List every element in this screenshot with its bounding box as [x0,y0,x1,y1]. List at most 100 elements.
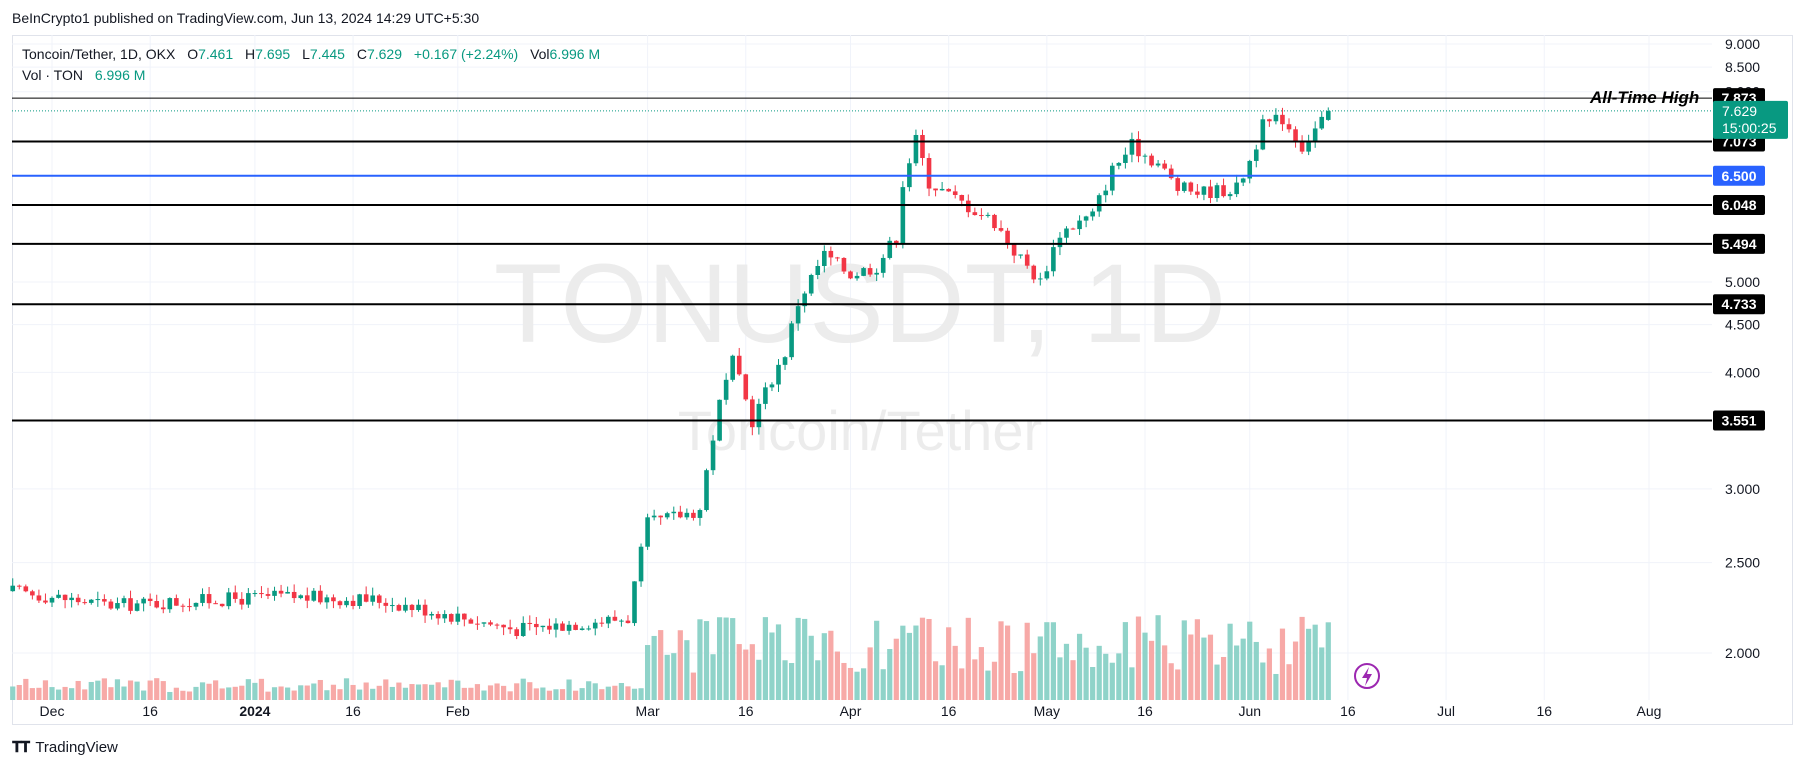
volume-bar [546,690,553,700]
candle-body [10,585,16,592]
volume-bar [154,678,160,700]
candle-body [82,602,88,604]
volume-bar [343,678,350,700]
volume-bar [1286,664,1292,700]
level-price-tag [1713,194,1765,215]
candle-body [678,511,683,518]
volume-bar [1063,643,1070,700]
candle-body [62,594,68,601]
volume-bar [62,686,68,700]
volume-bar [769,632,775,700]
grid [12,35,1712,700]
candle-body [1201,186,1207,195]
footer-brand[interactable]: TradingView [35,739,118,756]
candle-body [769,384,775,388]
volume-bar [88,681,94,700]
candle-body [49,597,55,603]
volume-bar [874,620,880,700]
volume-bar [1214,664,1220,700]
chart-frame[interactable] [12,35,1793,725]
x-tick-label: Jun [1238,703,1261,719]
volume-bar [239,685,245,700]
volume-bar [324,690,330,700]
candle-body [645,517,650,547]
volume-bar [644,645,651,700]
volume-bar [474,684,481,700]
candle-body [95,599,101,601]
volume-bar [330,684,337,700]
volume-bar [775,624,782,700]
candle-body [586,628,591,630]
candle-body [664,513,670,518]
candle-body [1162,163,1167,169]
time-axis: Dec 16 2024 16 Feb Mar 16 Apr 16 May 16 Jun 16 Jul 16 A… [40,703,1662,719]
volume-bar [507,691,513,700]
volume-bar [101,678,107,700]
candle-body [252,593,258,595]
candle-body [1293,129,1298,141]
volume-bar [16,684,22,700]
candle-body [736,355,742,375]
y-tick-label: 5.000 [1725,274,1760,290]
tradingview-logo-icon[interactable]: 𝐓𝐓 [12,739,30,756]
candle-body [671,511,677,514]
level-price-tag [1713,165,1765,186]
legend-change: +0.167 (+2.24%) [413,46,519,62]
candle-body [1325,110,1331,120]
volume-bar [553,689,559,700]
candle-body [246,593,251,605]
candle-body [808,274,814,294]
x-tick-label: Apr [840,703,862,719]
candle-body [422,604,428,616]
volume-bar [1299,616,1305,700]
candle-body [1051,247,1056,272]
volume-bar [1220,656,1227,700]
candle-body [782,357,788,365]
volume-bar [173,687,179,700]
candle-body [337,601,343,606]
volume-bar [337,689,343,700]
volume-bar [978,647,984,700]
last-price-label: 7.629 [1722,103,1757,119]
volume-bar [1279,628,1286,700]
volume-bar [952,645,958,700]
candle-body [835,257,840,259]
volume-bar [108,687,114,700]
candle-body [219,603,225,607]
volume-bar [383,679,389,700]
volume-bar [599,689,605,700]
volume-bar [638,688,644,700]
volume-bar [298,685,304,700]
volume-bar [1070,660,1076,700]
volume-bar [1253,641,1259,700]
candle-body [1037,278,1043,280]
volume-bar [913,625,919,700]
candle-body [815,265,821,275]
candle-body [534,623,539,628]
level-price-tag [1713,410,1765,431]
candle-body [1116,162,1122,166]
candle-body [481,622,487,624]
volume-bar [121,686,127,700]
x-tick-label: 16 [1536,703,1552,719]
candle-body [697,510,703,518]
candle-body [193,602,199,607]
candle-body [1083,216,1089,221]
candle-body [1123,154,1128,163]
volume-series-label: Vol · TON [22,67,83,83]
candle-body [527,622,533,624]
x-tick-label: 16 [941,703,957,719]
x-tick-label: 16 [1340,703,1356,719]
volume-bar [285,687,291,700]
volume-bar [893,638,899,700]
legend-ohlc-row: Toncoin/Tether, 1D, OKX O7.461 H7.695 L7… [22,46,601,62]
candle-body [1253,149,1259,161]
candle-body [723,379,729,400]
x-tick-label: 2024 [239,703,270,719]
candle-body [606,616,611,624]
volume-bar [887,649,893,700]
candle-body [376,595,382,603]
candle-body [141,598,146,604]
alert-icon[interactable] [1354,663,1380,689]
